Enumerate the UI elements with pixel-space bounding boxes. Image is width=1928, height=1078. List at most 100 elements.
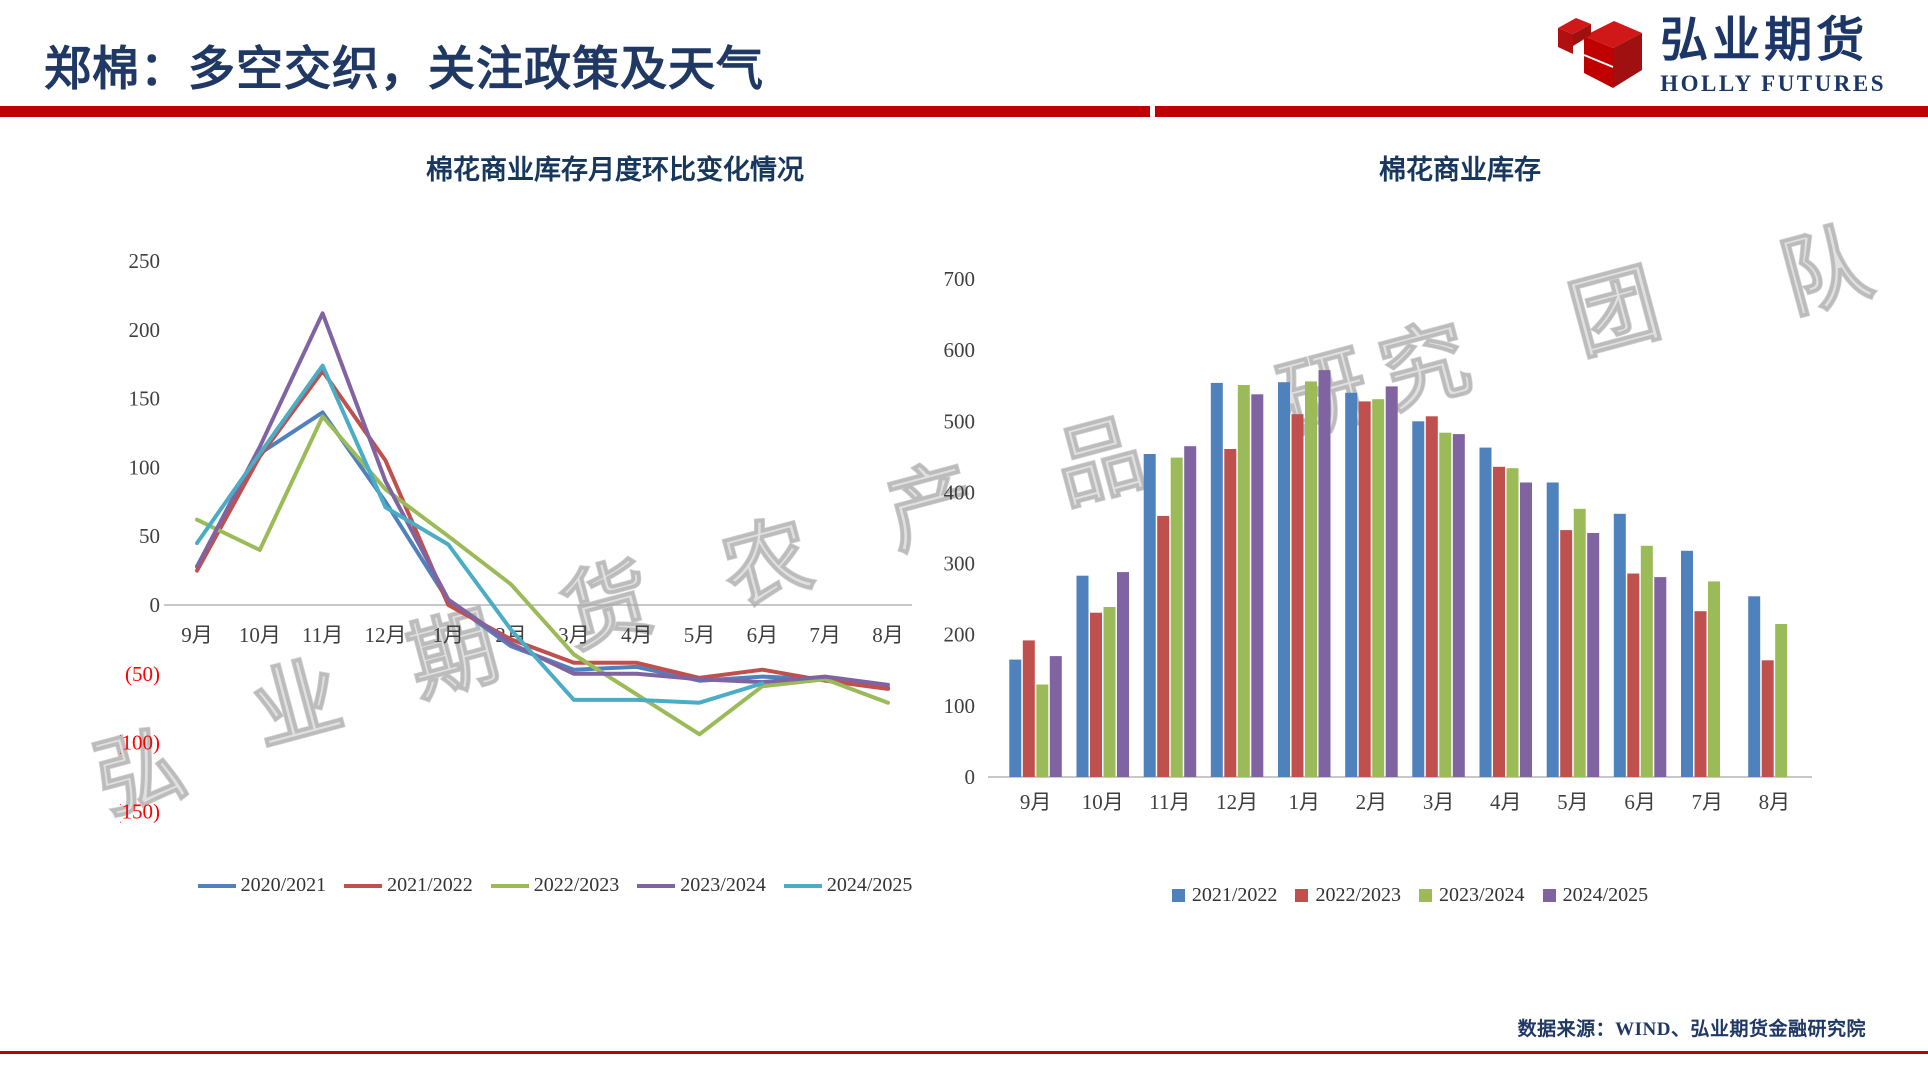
legend-item: 2024/2025 <box>1542 884 1649 907</box>
legend-item: 2021/2022 <box>1171 884 1278 907</box>
x-tick-label: 1月 <box>433 623 465 647</box>
bar <box>1022 640 1035 777</box>
bar <box>1560 530 1573 777</box>
line-chart-svg: 250 200 150 100 50 0 (50) (100) (150) 9月 10月 11月 12月… <box>115 249 912 823</box>
legend-line-swatch <box>197 883 236 888</box>
line-x-axis-labels: 9月 10月 11月 12月 1月 2月 3月 4月 5月 6月 7月 8月 <box>181 623 904 647</box>
legend-line-swatch <box>637 883 676 888</box>
x-tick-label: 7月 <box>809 623 841 647</box>
y-tick-label: 50 <box>139 524 160 548</box>
y-tick-label: 700 <box>944 267 976 291</box>
x-tick-label: 9月 <box>1020 790 1052 814</box>
bar-series-2023/2024 <box>1036 381 1788 777</box>
bar <box>1103 607 1116 777</box>
bar <box>1237 385 1250 777</box>
y-tick-label: 600 <box>944 338 976 362</box>
line-series-2023/2024 <box>195 311 890 687</box>
y-tick-label: 400 <box>944 480 976 504</box>
legend-item: 2024/2025 <box>783 874 913 897</box>
legend-label: 2024/2025 <box>826 874 913 896</box>
bar-chart-panel: 棉花商业库存 0 100 200 300 400 500 600 700 9月 10月 11月 12月… <box>920 150 1900 907</box>
legend-item: 2023/2024 <box>1419 884 1525 907</box>
line-series-2020/2021 <box>195 410 890 690</box>
bar <box>1573 508 1586 777</box>
bar <box>1761 660 1774 777</box>
x-tick-label: 5月 <box>1557 790 1589 814</box>
x-tick-label: 1月 <box>1289 790 1321 814</box>
y-tick-label: 0 <box>965 765 976 789</box>
legend-line-swatch <box>783 883 822 888</box>
bar <box>1775 624 1788 777</box>
bar <box>1224 449 1237 777</box>
bar <box>1708 581 1720 777</box>
line-y-axis-labels: 250 200 150 100 50 0 (50) (100) (150) <box>115 249 161 823</box>
bar-series-2024/2025 <box>1049 370 1667 777</box>
legend-square-swatch <box>1295 889 1309 902</box>
bar <box>1372 399 1385 777</box>
bar <box>1479 447 1492 777</box>
bar <box>1251 394 1264 777</box>
legend-label: 2023/2024 <box>680 874 766 896</box>
logo-text: 弘业期货 HOLLY FUTURES <box>1660 13 1886 96</box>
bar <box>1009 659 1022 777</box>
bar <box>1358 401 1371 777</box>
x-tick-label: 8月 <box>872 623 904 647</box>
legend-line-swatch <box>344 883 383 888</box>
legend-label: 2021/2022 <box>387 874 473 896</box>
y-tick-label: (150) <box>120 799 160 823</box>
y-tick-label: 250 <box>129 249 161 273</box>
bar <box>1210 382 1223 777</box>
line-chart-panel: 棉花商业库存月度环比变化情况 250200150100500(50)(100)(… <box>115 150 1110 897</box>
y-tick-label: 150 <box>129 387 161 411</box>
bar <box>1036 684 1049 777</box>
brand-name-cn: 弘业期货 <box>1660 14 1869 68</box>
bar <box>1493 466 1505 777</box>
y-tick-label: (100) <box>120 731 160 755</box>
bar <box>1425 416 1438 777</box>
page-title: 郑棉：多空交织，关注政策及天气 <box>44 42 764 95</box>
y-tick-label: 0 <box>150 593 161 617</box>
bar <box>1748 596 1761 777</box>
legend-label: 2022/2023 <box>533 874 620 896</box>
bar-series-2022/2023 <box>1022 401 1774 777</box>
bar <box>1694 611 1707 777</box>
y-tick-label: 200 <box>129 318 161 342</box>
data-source-note: 数据来源：WIND、弘业期货金融研究院 <box>1517 1019 1866 1040</box>
y-tick-label: 300 <box>944 552 976 576</box>
x-tick-label: 12月 <box>1216 790 1258 814</box>
header-divider-notch <box>1150 106 1155 117</box>
bar <box>1278 382 1290 777</box>
bar-series-2021/2022 <box>1009 382 1761 777</box>
bar <box>1546 482 1559 777</box>
bar <box>1291 414 1304 777</box>
legend-square-swatch <box>1419 889 1432 902</box>
y-tick-label: 500 <box>944 409 976 433</box>
bar <box>1587 533 1600 777</box>
header-divider <box>0 106 1928 117</box>
holly-futures-logo: 弘业期货 HOLLY FUTURES <box>1554 6 1886 104</box>
logo-cube-icon <box>1558 18 1643 88</box>
y-tick-label: 200 <box>944 623 976 647</box>
legend-item: 2022/2023 <box>1295 884 1401 907</box>
line-series-2021/2022 <box>195 369 890 691</box>
bar <box>1305 381 1317 777</box>
bar <box>1385 386 1398 777</box>
x-tick-label: 6月 <box>1624 790 1656 814</box>
bar <box>1076 575 1089 777</box>
line-chart: 250200150100500(50)(100)(150)9月10月11月12月… <box>115 195 1110 860</box>
legend-label: 2024/2025 <box>1562 884 1649 906</box>
x-tick-label: 11月 <box>1149 790 1190 814</box>
x-tick-label: 3月 <box>1423 790 1455 814</box>
y-tick-label: 100 <box>944 694 976 718</box>
line-chart-title: 棉花商业库存月度环比变化情况 <box>426 155 804 185</box>
bar <box>1412 421 1425 777</box>
legend-label: 2021/2022 <box>1191 884 1278 906</box>
line-series-2024/2025 <box>195 363 765 705</box>
bar <box>1452 434 1465 777</box>
bar-chart-svg: 0 100 200 300 400 500 600 700 9月 10月 11月 12月 1月 2月 3月 4… <box>944 267 1812 814</box>
bar <box>1613 513 1626 777</box>
x-tick-label: 4月 <box>621 623 653 647</box>
legend-square-swatch <box>1171 889 1185 902</box>
bar <box>1184 446 1197 777</box>
x-tick-label: 12月 <box>364 623 406 647</box>
